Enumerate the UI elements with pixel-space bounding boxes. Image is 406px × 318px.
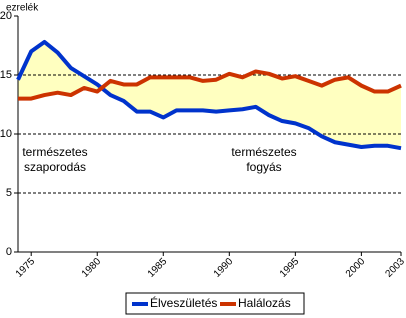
x-tick-label: 1975 (14, 256, 38, 280)
x-tick-label: 1995 (278, 256, 302, 280)
y-tick-label: 10 (0, 128, 12, 140)
x-tick-label: 2003 (383, 256, 406, 280)
x-tick-label: 1985 (146, 256, 170, 280)
annotation: fogyás (246, 160, 281, 174)
legend: Élveszületés Halálozás (125, 292, 305, 315)
y-tick-label: 20 (0, 10, 12, 22)
series-line (18, 69, 402, 101)
legend-label: Halálozás (238, 296, 291, 310)
annotation: természetes (22, 145, 87, 159)
x-tick-label: 1990 (212, 256, 236, 280)
gap-area (18, 41, 401, 149)
y-axis-label: ezrelék (6, 3, 39, 14)
x-tick-label: 1980 (80, 256, 104, 280)
series-line (16, 39, 402, 151)
x-tick-label: 2000 (344, 256, 368, 280)
legend-box (125, 292, 305, 315)
y-tick-label: 0 (6, 246, 12, 258)
legend-label: Élveszületés (150, 295, 217, 310)
y-tick-label: 5 (6, 187, 12, 199)
annotation: természetes (231, 145, 296, 159)
y-tick-label: 15 (0, 69, 12, 81)
annotation: szaporodás (24, 160, 86, 174)
